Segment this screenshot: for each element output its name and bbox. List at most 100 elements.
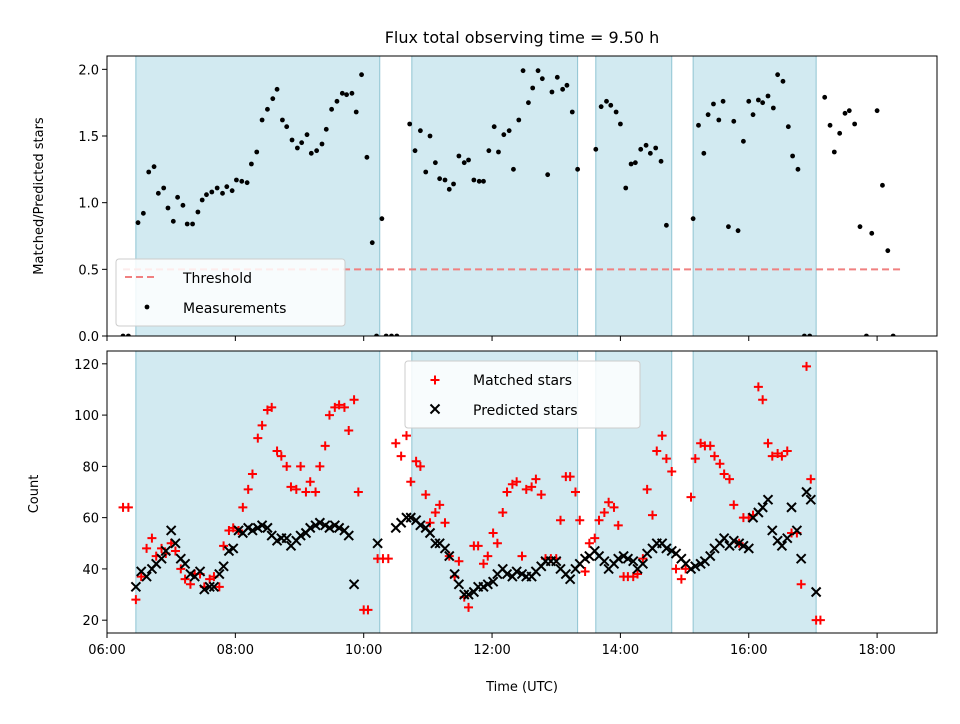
- matched-star-point: [729, 500, 739, 510]
- predicted-star-point: [801, 486, 812, 498]
- measurement-point: [618, 121, 623, 127]
- measurement-point: [658, 158, 664, 164]
- measurement-point: [481, 178, 486, 184]
- predicted-star-point: [430, 538, 441, 549]
- measurement-point: [204, 192, 209, 198]
- measurement-point: [471, 177, 477, 183]
- predicted-star-point: [791, 525, 803, 536]
- matched-star-point: [657, 431, 667, 441]
- matched-star-point: [415, 461, 425, 471]
- measurement-point: [741, 138, 746, 144]
- measurement-point: [248, 161, 254, 167]
- predicted-star-point: [439, 543, 451, 554]
- measurement-point: [220, 190, 225, 196]
- x-tick-label: 08:00: [217, 643, 254, 658]
- matched-star-point: [131, 595, 141, 605]
- measurement-point: [270, 96, 276, 102]
- measurement-point: [770, 105, 776, 111]
- measurement-point: [234, 177, 239, 183]
- measurement-point: [180, 202, 186, 208]
- predicted-star-point: [262, 522, 273, 534]
- measurement-point: [274, 86, 280, 92]
- matched-star-point: [238, 502, 248, 512]
- measurement-point: [575, 166, 581, 172]
- predicted-star-point: [786, 502, 797, 513]
- matched-star-point: [267, 402, 277, 412]
- measurement-point: [711, 101, 716, 107]
- predicted-star-point: [564, 573, 576, 585]
- matched-star-point: [272, 446, 282, 456]
- measurement-point: [224, 184, 230, 190]
- predicted-star-point: [401, 512, 412, 523]
- predicted-star-point: [487, 576, 499, 587]
- y-tick-label: 40: [82, 563, 99, 578]
- matched-star-point: [170, 546, 180, 556]
- measurement-point: [526, 100, 531, 106]
- measurement-point: [746, 98, 752, 104]
- measurement-point: [506, 128, 512, 134]
- top-y-axis-label: Matched/Predicted stars: [32, 117, 47, 275]
- y-tick-label: 80: [82, 460, 99, 475]
- measurement-point: [638, 146, 644, 152]
- predicted-star-point: [705, 550, 716, 562]
- measurement-point: [623, 185, 629, 191]
- measurement-point: [280, 117, 285, 123]
- measurement-point: [613, 109, 619, 115]
- legend-matched-label: Matched stars: [473, 373, 572, 389]
- predicted-star-point: [782, 532, 793, 544]
- measurement-point: [496, 149, 501, 155]
- measurement-point: [259, 117, 265, 123]
- measurement-point: [731, 118, 737, 124]
- measurement-point: [190, 221, 195, 227]
- matched-star-point: [291, 484, 301, 494]
- measurement-point: [486, 148, 492, 154]
- predicted-star-point: [810, 586, 822, 598]
- legend: Matched stars Predicted stars: [404, 360, 641, 429]
- predicted-star-point: [743, 543, 754, 554]
- measurement-point: [530, 85, 536, 91]
- bottom-y-axis-label: Count: [27, 475, 42, 514]
- matched-star-point: [401, 431, 411, 441]
- measurement-point: [765, 93, 771, 99]
- bottom-axes: 20 40 60 80 100 120 06:00 08:00 10:00 12:00 14:00 1…: [74, 350, 938, 658]
- legend-measurements-swatch: [144, 304, 150, 310]
- predicted-star-point: [348, 579, 360, 590]
- measurement-point: [801, 333, 807, 336]
- measurement-point: [726, 224, 731, 230]
- predicted-star-point: [762, 494, 774, 505]
- measurement-point: [155, 190, 161, 196]
- predicted-star-point: [228, 543, 239, 554]
- measurement-point: [466, 157, 471, 163]
- measurement-point: [520, 68, 526, 74]
- measurement-point: [359, 72, 364, 78]
- matched-star-point: [796, 579, 806, 589]
- matched-star-point: [363, 605, 373, 615]
- predicted-star-point: [795, 553, 807, 564]
- measurement-point: [831, 149, 837, 155]
- observing-window-2: [411, 55, 579, 337]
- predicted-star-point: [718, 532, 730, 544]
- measurement-point: [265, 106, 270, 112]
- measurement-point: [427, 133, 433, 139]
- plot-area: [120, 68, 902, 336]
- measurement-point: [720, 98, 726, 104]
- predicted-star-point: [199, 584, 210, 595]
- predicted-star-point: [551, 556, 562, 567]
- measurement-point: [446, 186, 452, 192]
- measurement-point: [304, 132, 310, 138]
- matched-star-point: [527, 482, 537, 492]
- matched-star-point: [715, 459, 725, 469]
- matched-star-point: [353, 487, 363, 497]
- measurement-point: [442, 177, 448, 183]
- matched-star-point: [282, 461, 292, 471]
- measurement-point: [864, 333, 869, 336]
- predicted-star-point: [170, 538, 181, 549]
- observing-window-1: [135, 350, 381, 634]
- measurement-point: [827, 122, 833, 128]
- predicted-star-point: [218, 561, 229, 572]
- legend-threshold-label: Threshold: [182, 271, 252, 287]
- matched-star-point: [782, 446, 792, 456]
- matched-star-point: [815, 615, 825, 625]
- measurement-point: [857, 224, 863, 230]
- predicted-star-point: [256, 520, 268, 531]
